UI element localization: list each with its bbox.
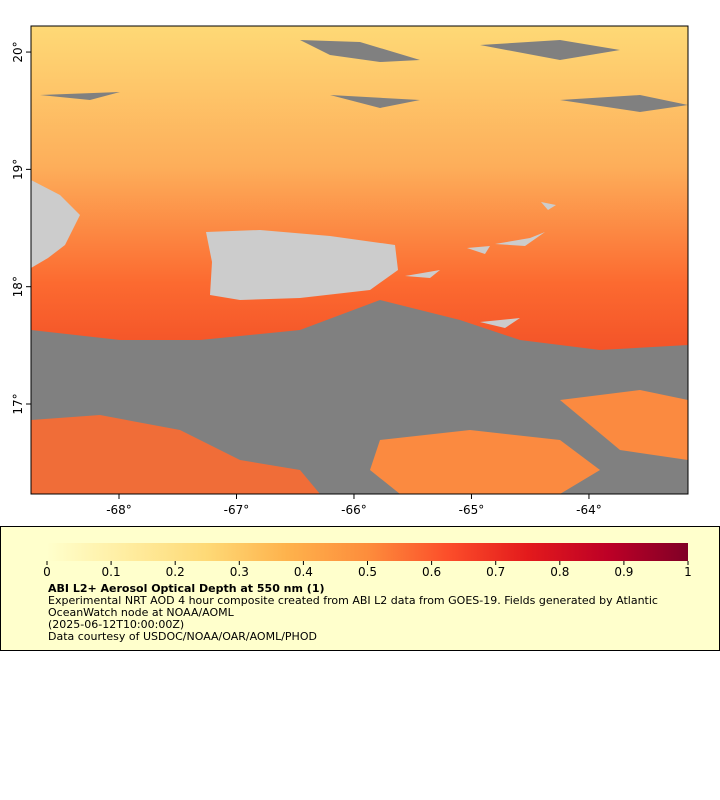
lat-tick-label: 18° (11, 276, 25, 297)
legend-line: Experimental NRT AOD 4 hour composite cr… (48, 594, 658, 619)
aod-patch (560, 390, 688, 460)
colorbar-tick-label: 0.9 (614, 565, 633, 579)
no-data (40, 40, 688, 112)
aod-patch (370, 430, 600, 494)
legend-line: (2025-06-12T10:00:00Z) (48, 618, 185, 631)
lon-tick-label: -67° (224, 503, 250, 517)
colorbar-tick-label: 0.4 (294, 565, 313, 579)
colorbar (47, 543, 688, 561)
lon-tick-label: -66° (341, 503, 367, 517)
colorbar-tick-label: 0.7 (486, 565, 505, 579)
lat-tick-label: 17° (11, 393, 25, 414)
colorbar-tick-label: 0.6 (422, 565, 441, 579)
map-frame (30, 25, 689, 495)
colorbar-tick-label: 0.5 (358, 565, 377, 579)
map-figure: -68° -67° -66° -65° -64° 17° 18° 19° 20° 0 0.1 0.2 0… (11, 25, 692, 579)
colorbar-tick-label: 0.1 (102, 565, 121, 579)
colorbar-tick-label: 0.3 (230, 565, 249, 579)
legend-text: ABI L2+ Aerosol Optical Depth at 550 nm … (48, 583, 688, 643)
lon-tick-label: -65° (459, 503, 485, 517)
colorbar-tick-label: 0 (43, 565, 51, 579)
land (31, 180, 80, 268)
legend-title: ABI L2+ Aerosol Optical Depth at 550 nm … (48, 582, 325, 595)
legend-line: Data courtesy of USDOC/NOAA/OAR/AOML/PHO… (48, 630, 317, 643)
colorbar-tick-label: 0.2 (166, 565, 185, 579)
colorbar-tick-label: 0.8 (550, 565, 569, 579)
land (206, 230, 398, 300)
lon-tick-label: -68° (106, 503, 132, 517)
lat-tick-label: 20° (11, 41, 25, 62)
aod-patch (31, 415, 320, 494)
lon-tick-label: -64° (576, 503, 602, 517)
map-field (31, 26, 688, 494)
colorbar-tick-label: 1 (684, 565, 692, 579)
lat-tick-label: 19° (11, 159, 25, 180)
